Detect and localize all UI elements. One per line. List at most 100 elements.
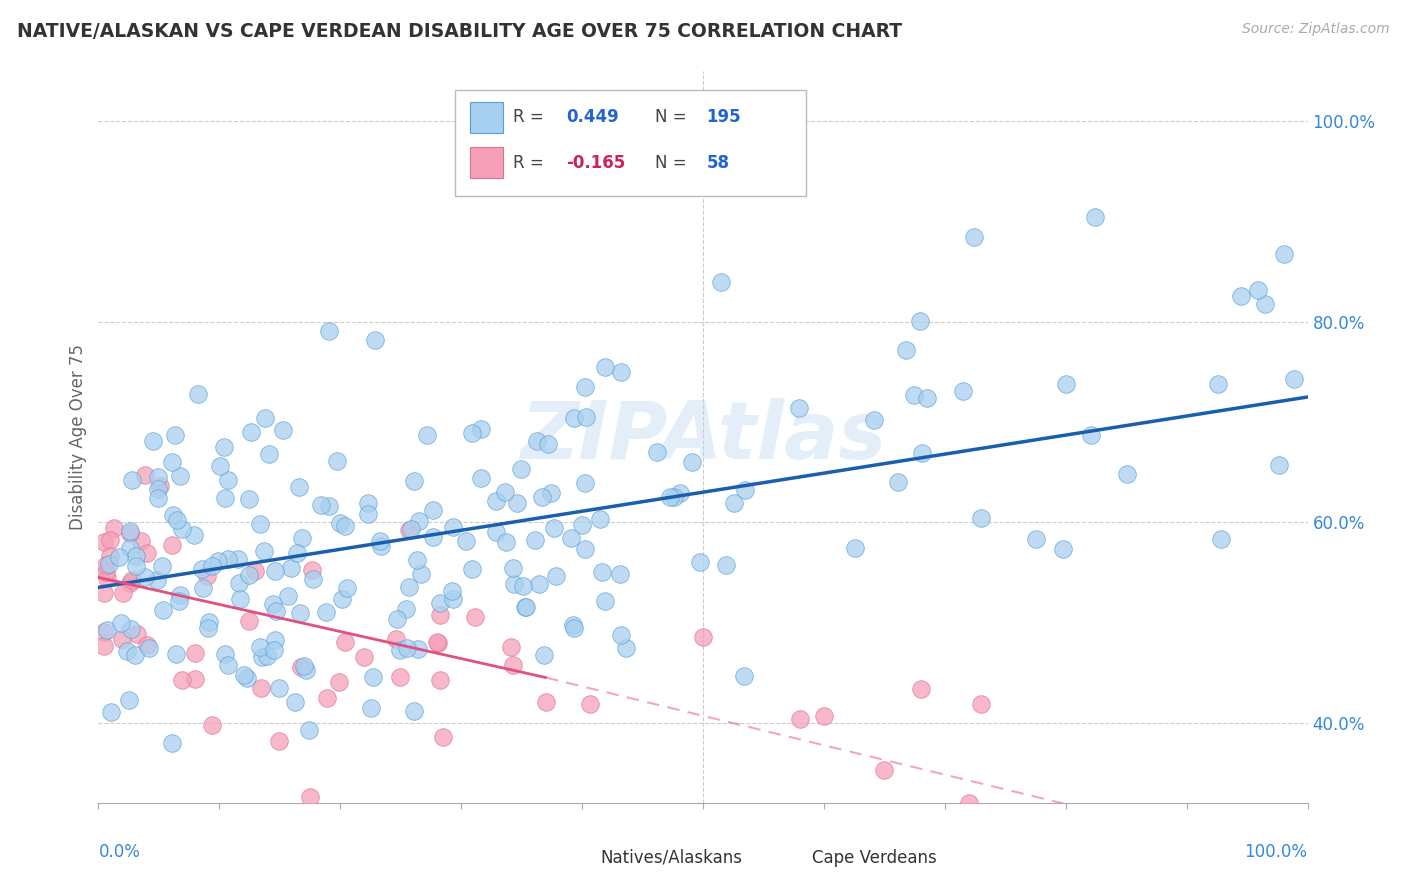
Point (100, 549, 122, 563)
Point (315, 605, 337, 619)
Point (335, 518, 357, 533)
Point (232, 668, 254, 682)
Point (136, 546, 159, 560)
Point (214, 647, 236, 661)
Point (277, 589, 299, 603)
Point (150, 558, 173, 573)
Point (217, 657, 239, 672)
Point (389, 670, 412, 684)
Point (502, 560, 524, 574)
Point (512, 579, 534, 593)
Point (513, 599, 536, 614)
Point (290, 660, 312, 674)
Point (316, 691, 339, 706)
Point (562, 618, 585, 632)
Point (146, 482, 169, 496)
Text: ZIPAtlas: ZIPAtlas (520, 398, 886, 476)
Point (957, 796, 980, 810)
Point (495, 535, 517, 549)
Point (249, 517, 271, 532)
Point (167, 594, 190, 608)
Point (1272, 247, 1295, 261)
Point (886, 475, 908, 489)
Point (589, 512, 612, 526)
Point (970, 698, 993, 712)
Point (395, 601, 418, 615)
Text: N =: N = (655, 109, 692, 127)
Point (214, 491, 236, 505)
Point (357, 507, 380, 521)
Point (103, 521, 125, 535)
Point (120, 622, 142, 636)
Point (360, 700, 382, 714)
Point (662, 490, 685, 504)
Point (280, 560, 302, 574)
Text: Natives/Alaskans: Natives/Alaskans (600, 848, 742, 867)
Point (574, 475, 596, 490)
Point (134, 467, 156, 482)
Point (510, 462, 533, 476)
Point (254, 411, 277, 425)
Point (120, 524, 142, 538)
Point (96, 623, 118, 637)
Point (1080, 428, 1102, 442)
Point (370, 539, 392, 553)
Point (593, 593, 616, 607)
Text: R =: R = (513, 153, 550, 172)
Point (328, 674, 350, 689)
Point (125, 549, 148, 563)
Point (127, 626, 149, 640)
Point (1209, 532, 1232, 546)
Point (353, 649, 375, 664)
Point (537, 437, 560, 451)
Point (162, 508, 184, 523)
Point (1054, 376, 1077, 391)
Point (531, 490, 554, 504)
Text: R =: R = (513, 109, 550, 127)
Point (301, 563, 323, 577)
Point (186, 386, 208, 401)
Point (184, 672, 207, 686)
Text: Cape Verdeans: Cape Verdeans (811, 848, 936, 867)
Point (236, 671, 259, 685)
Point (681, 455, 703, 469)
Point (502, 658, 524, 673)
Point (271, 423, 294, 437)
Point (908, 314, 931, 328)
Point (384, 632, 406, 646)
Point (148, 491, 170, 505)
Point (152, 602, 174, 616)
Text: 0.449: 0.449 (567, 109, 619, 127)
Point (952, 384, 974, 398)
Point (148, 470, 170, 484)
Point (575, 410, 598, 425)
Point (1282, 372, 1305, 386)
Point (94, 566, 117, 580)
Point (505, 496, 527, 510)
Point (336, 581, 359, 595)
Point (269, 681, 291, 695)
Point (94, 558, 117, 572)
Point (263, 643, 285, 657)
Point (813, 708, 835, 723)
Point (903, 388, 925, 402)
Point (540, 486, 562, 500)
Point (243, 564, 266, 578)
Point (494, 484, 516, 499)
Point (197, 621, 219, 635)
Point (195, 568, 218, 582)
Point (408, 642, 430, 657)
Point (894, 343, 917, 357)
Point (160, 455, 183, 469)
Point (543, 521, 565, 535)
Point (485, 524, 508, 539)
Point (292, 659, 315, 673)
Point (574, 380, 596, 394)
Point (166, 513, 188, 527)
Point (250, 681, 273, 696)
Point (368, 533, 391, 548)
Point (302, 572, 325, 586)
Point (733, 669, 755, 683)
Point (408, 514, 430, 528)
Point (129, 534, 152, 549)
